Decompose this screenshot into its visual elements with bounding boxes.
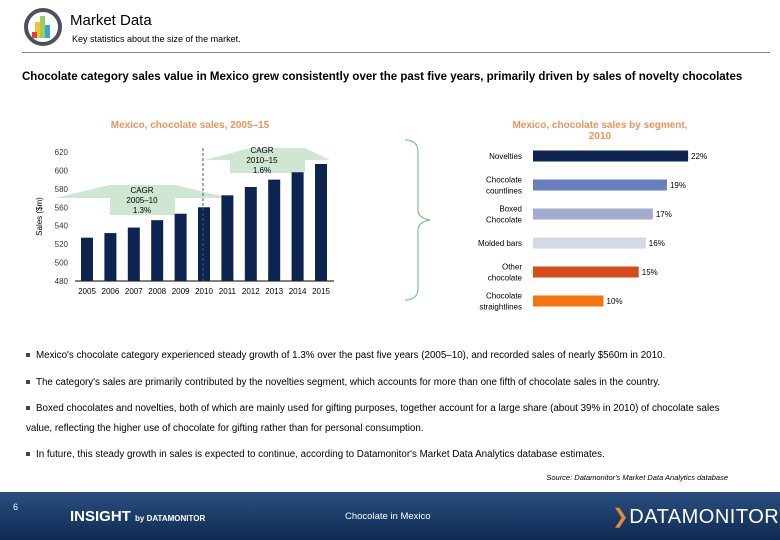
x-tick-label: 2012 [242,287,260,296]
brace-icon [404,139,431,301]
segment-label: Novelties [489,152,522,161]
segment-label: countlines [486,187,522,196]
cagr-label: CAGR [130,186,153,195]
cagr-label: 2005–10 [126,196,158,205]
bullet-item: Mexico's chocolate category experienced … [26,346,766,366]
bar-2015 [315,163,327,281]
page-title: Market Data [70,12,152,29]
y-tick-label: 520 [55,240,69,249]
segment-label: straightlines [479,303,522,312]
x-tick-label: 2010 [195,287,213,296]
segment-bar [533,179,667,191]
segment-bar [533,150,689,162]
headline: Chocolate category sales value in Mexico… [22,71,743,83]
header-divider [22,52,770,53]
page-subtitle: Key statistics about the size of the mar… [72,34,241,44]
x-tick-label: 2014 [289,287,307,296]
chevron-icon: ❯ [612,506,630,528]
x-tick-label: 2013 [265,287,283,296]
bar-2012 [244,187,257,281]
y-tick-label: 500 [55,259,69,268]
bar-2009 [174,213,187,281]
segment-value: 16% [649,239,665,248]
segment-value: 17% [656,210,672,219]
y-tick-label: 600 [55,166,69,175]
x-tick-label: 2009 [172,287,190,296]
y-tick-label: 560 [55,203,69,212]
segment-bar [533,237,646,249]
document-title: Chocolate in Mexico [345,511,431,522]
segment-label: Chocolate [486,216,523,225]
bullet-item: Boxed chocolates and novelties, both of … [26,403,720,434]
cagr-label: 2010–15 [246,156,278,165]
segment-label: Chocolate [486,292,523,301]
insight-logo: INSIGHT by DATAMONITOR [70,508,206,525]
segment-label: chocolate [488,274,523,283]
segment-label: Chocolate [486,176,523,185]
left-chart-title: Mexico, chocolate sales, 2005–15 [110,120,270,131]
cagr-label: CAGR [250,146,273,155]
datamonitor-logo: ❯DATAMONITOR [612,506,780,528]
x-tick-label: 2015 [312,287,330,296]
segment-bar [533,266,639,278]
segment-value: 15% [642,268,658,277]
bar-2005 [81,237,93,281]
y-tick-label: 540 [55,222,69,231]
bar-2006 [104,233,117,281]
market-data-logo-icon [24,8,62,46]
segment-label: Other [502,263,522,272]
bar-2008 [151,220,164,281]
bar-2010 [198,207,210,281]
cagr-arrow-2010-15 [205,148,330,173]
segment-label: Boxed [499,205,522,214]
segment-value: 22% [691,152,707,161]
y-tick-label: 480 [55,277,69,286]
footer-bar: 6 INSIGHT by DATAMONITOR Chocolate in Me… [0,492,780,540]
page-number: 6 [13,502,19,512]
segment-bar [533,295,604,307]
source-note: Source: Datamonitor's Market Data Analyt… [546,473,728,482]
bar-2014 [291,172,304,281]
cagr-label: 1.6% [253,166,271,175]
segment-label: Molded bars [478,239,522,248]
bar-2011 [221,195,234,281]
x-tick-label: 2007 [125,287,143,296]
cagr-label: 1.3% [133,206,151,215]
y-tick-label: 580 [55,185,69,194]
x-tick-label: 2006 [102,287,120,296]
right-chart-title: Mexico, chocolate sales by segment, 2010 [512,120,688,142]
segment-value: 10% [607,297,623,306]
x-tick-label: 2008 [148,287,166,296]
bar-2007 [127,227,140,281]
y-tick-label: 620 [55,148,69,157]
x-tick-label: 2005 [78,287,96,296]
segment-bar [533,208,653,220]
x-tick-label: 2011 [219,287,237,296]
segment-value: 19% [670,181,686,190]
bullet-item: The category's sales are primarily contr… [26,373,766,393]
y-axis-label: Sales ($m) [35,197,44,236]
cagr-arrow-2005-10 [55,185,230,215]
bullet-item: In future, this steady growth in sales i… [26,445,766,465]
bar-2013 [268,179,281,281]
charts-canvas: CAGR2005–101.3%CAGR2010–151.6%4805005205… [35,139,707,312]
